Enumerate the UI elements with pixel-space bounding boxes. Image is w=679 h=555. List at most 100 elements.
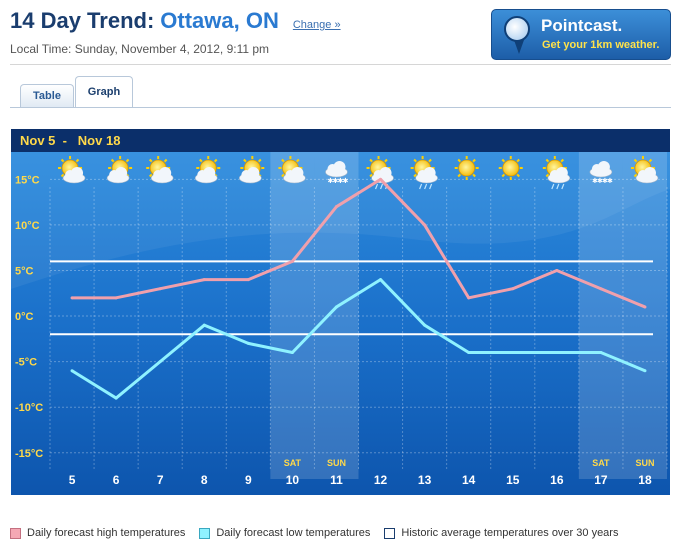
x-tick-label: 14 xyxy=(462,473,476,487)
tab-table[interactable]: Table xyxy=(20,84,74,108)
high-temperature-point xyxy=(423,223,427,227)
low-temperature-point xyxy=(290,351,294,355)
y-tick-label: -15°C xyxy=(15,448,43,460)
high-temperature-point xyxy=(511,287,515,291)
cloud-shape xyxy=(283,167,306,184)
y-tick-label: -5°C xyxy=(15,357,37,369)
sun-ray xyxy=(413,158,417,163)
x-tick-label: 9 xyxy=(245,473,252,487)
x-tick-label: 7 xyxy=(157,473,164,487)
cloud-shape: ✱ ✱ ✱ ✱ xyxy=(325,161,349,185)
city-name: Ottawa, ON xyxy=(160,8,279,33)
sun-ray xyxy=(501,173,506,178)
sun-cloud-icon xyxy=(146,156,174,184)
weekend-shade xyxy=(578,152,623,479)
sun-cloud-icon xyxy=(630,156,659,184)
raindrop-icon xyxy=(561,183,565,190)
x-tick-label: 5 xyxy=(69,473,76,487)
raindrop-icon xyxy=(374,183,379,190)
cloud-shape xyxy=(415,167,438,190)
local-time: Local Time: Sunday, November 4, 2012, 9:… xyxy=(10,42,270,56)
sun-ray xyxy=(545,173,550,178)
snowflake-icon: ✱ xyxy=(597,177,603,185)
sun-ray xyxy=(472,173,476,178)
cloud-puff xyxy=(423,167,436,179)
weekend-label: SAT xyxy=(592,458,610,468)
cloud-shape: ✱ ✱ ✱ ✱ xyxy=(589,161,613,185)
sun-rain-icon xyxy=(542,156,571,190)
legend-swatch-high xyxy=(10,527,21,539)
sun-ray xyxy=(413,173,417,178)
high-temperature-point xyxy=(158,287,162,291)
x-tick-label: 18 xyxy=(638,473,652,487)
snowflake-icon: ✱ xyxy=(338,177,344,185)
x-tick-label: 11 xyxy=(330,473,343,487)
sun-icon xyxy=(498,156,523,180)
page-title: 14 Day Trend: xyxy=(10,8,155,33)
high-temperature-point xyxy=(379,177,383,181)
page-header: 14 Day Trend: Ottawa, ON Change » Local … xyxy=(10,8,341,56)
date-range-bar: Nov 5 - Nov 18 xyxy=(11,129,670,152)
weekend-shade xyxy=(622,152,667,479)
y-tick-label: 10°C xyxy=(15,220,40,232)
raindrop-icon xyxy=(556,183,560,190)
snowflake-icon: ✱ xyxy=(343,177,349,185)
cloud-shape xyxy=(150,167,174,184)
map-pin-tail xyxy=(514,40,524,54)
sun-ray xyxy=(516,158,520,163)
sun-ray xyxy=(281,173,285,178)
legend-item-high: Daily forecast high temperatures xyxy=(10,527,185,539)
sun-disc xyxy=(502,159,520,177)
sun-ray xyxy=(428,158,432,163)
cloud-sun-icon xyxy=(106,156,133,184)
snowflake-icon: ✱ xyxy=(602,177,608,185)
high-temperature-point xyxy=(334,205,338,209)
chart-legend: Daily forecast high temperatures Daily f… xyxy=(10,527,632,539)
low-temperature-point xyxy=(555,351,559,355)
snowflake-icon: ✱ xyxy=(328,177,334,185)
x-tick-label: 10 xyxy=(286,473,300,487)
cloud-puff xyxy=(333,161,346,173)
sun-ray xyxy=(213,158,218,163)
sun-cloud-icon xyxy=(58,156,86,184)
sun-ray xyxy=(560,158,565,163)
high-temperature-point xyxy=(114,296,118,300)
high-temperature-point xyxy=(246,278,250,282)
title-row: 14 Day Trend: Ottawa, ON Change » xyxy=(10,8,341,34)
cloud-puff xyxy=(115,167,128,179)
temperature-trend-chart: ✱ ✱ ✱ ✱ ✱ ✱ ✱ ✱ 15°C10°C5°C0°C-5°C-10°C-15°C5 6 7… xyxy=(11,129,670,495)
x-tick-label: 16 xyxy=(550,473,564,487)
low-temperature-point xyxy=(334,305,338,309)
x-tick-label: 17 xyxy=(594,473,608,487)
high-temperature-point xyxy=(202,278,206,282)
low-temperature-point xyxy=(246,341,250,345)
sun-disc xyxy=(458,159,476,177)
sun-ray xyxy=(369,173,373,178)
pointcast-promo-banner[interactable]: Pointcast. Get your 1km weather. xyxy=(491,9,671,60)
low-temperature-point xyxy=(379,278,383,282)
low-temperature-point xyxy=(599,351,603,355)
cloud-puff xyxy=(203,167,216,179)
y-tick-label: 0°C xyxy=(15,311,34,323)
sun-ray xyxy=(633,158,638,163)
sun-ray xyxy=(457,158,462,163)
raindrop-icon xyxy=(429,183,433,190)
cloud-puff xyxy=(379,167,392,179)
y-tick-label: 5°C xyxy=(15,265,34,277)
change-location-link[interactable]: Change » xyxy=(292,19,341,31)
legend-label-historic: Historic average temperatures over 30 ye… xyxy=(401,527,619,539)
weekend-shade xyxy=(314,152,359,479)
sun-ray xyxy=(110,158,115,163)
snowflake-icon: ✱ xyxy=(592,177,598,185)
sun-ray xyxy=(60,158,65,163)
y-tick-label: 15°C xyxy=(15,174,40,186)
legend-item-low: Daily forecast low temperatures xyxy=(199,527,370,539)
snowflake-icon: ✱ xyxy=(333,177,339,185)
x-tick-label: 13 xyxy=(418,473,432,487)
tab-graph[interactable]: Graph xyxy=(75,76,133,108)
cloud-puff xyxy=(247,167,260,179)
map-pin-icon xyxy=(504,16,530,42)
low-temperature-line xyxy=(71,278,646,400)
sun-ray xyxy=(457,173,462,178)
sun-rays xyxy=(454,156,479,180)
